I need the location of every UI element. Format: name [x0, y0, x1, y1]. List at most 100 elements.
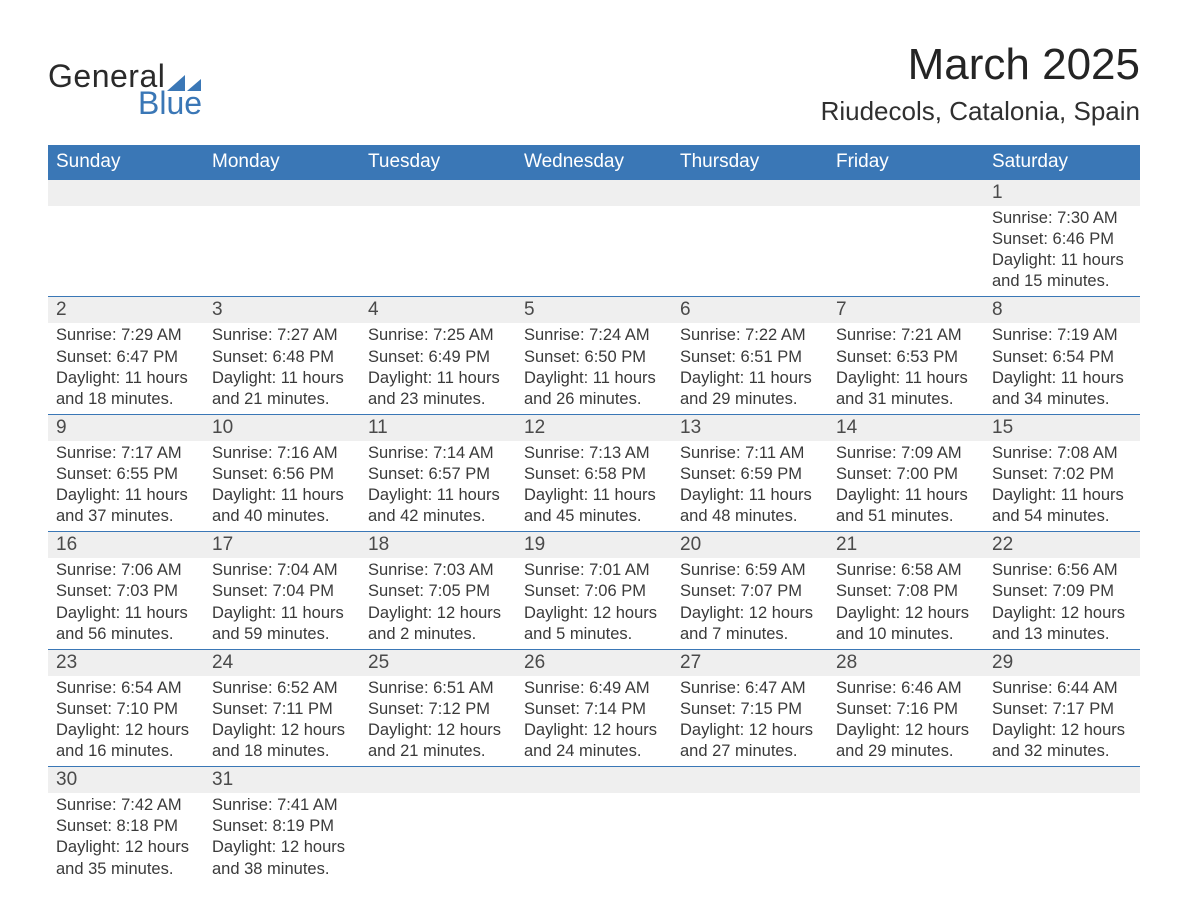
day-cell: 30Sunrise: 7:42 AMSunset: 8:18 PMDayligh…	[48, 767, 204, 884]
day-number: 15	[984, 415, 1140, 441]
day-number: 21	[828, 532, 984, 558]
daylight-line-2: and 29 minutes.	[836, 741, 976, 762]
title-block: March 2025 Riudecols, Catalonia, Spain	[821, 40, 1140, 127]
daylight-line-1: Daylight: 11 hours	[680, 485, 820, 506]
day-cell: 3Sunrise: 7:27 AMSunset: 6:48 PMDaylight…	[204, 297, 360, 414]
sunrise-line: Sunrise: 7:19 AM	[992, 325, 1132, 346]
sunrise-line: Sunrise: 7:01 AM	[524, 560, 664, 581]
sunrise-line: Sunrise: 7:22 AM	[680, 325, 820, 346]
sunrise-line: Sunrise: 7:06 AM	[56, 560, 196, 581]
day-cell: 22Sunrise: 6:56 AMSunset: 7:09 PMDayligh…	[984, 532, 1140, 649]
calendar-week-row: 9Sunrise: 7:17 AMSunset: 6:55 PMDaylight…	[48, 414, 1140, 531]
day-details: Sunrise: 6:51 AMSunset: 7:12 PMDaylight:…	[360, 676, 516, 766]
empty-cell	[360, 180, 516, 297]
empty-day-stripe	[516, 767, 672, 793]
day-details: Sunrise: 7:06 AMSunset: 7:03 PMDaylight:…	[48, 558, 204, 648]
day-details: Sunrise: 7:19 AMSunset: 6:54 PMDaylight:…	[984, 323, 1140, 413]
header: General Blue March 2025 Riudecols, Catal…	[48, 40, 1140, 127]
sunrise-line: Sunrise: 6:44 AM	[992, 678, 1132, 699]
day-number: 22	[984, 532, 1140, 558]
day-cell: 21Sunrise: 6:58 AMSunset: 7:08 PMDayligh…	[828, 532, 984, 649]
empty-cell	[516, 180, 672, 297]
empty-cell	[828, 180, 984, 297]
day-details: Sunrise: 7:41 AMSunset: 8:19 PMDaylight:…	[204, 793, 360, 883]
empty-cell	[828, 767, 984, 884]
daylight-line-1: Daylight: 12 hours	[836, 720, 976, 741]
calendar-week-row: 2Sunrise: 7:29 AMSunset: 6:47 PMDaylight…	[48, 297, 1140, 414]
daylight-line-2: and 37 minutes.	[56, 506, 196, 527]
day-number: 29	[984, 650, 1140, 676]
day-number: 11	[360, 415, 516, 441]
daylight-line-2: and 32 minutes.	[992, 741, 1132, 762]
daylight-line-2: and 48 minutes.	[680, 506, 820, 527]
day-cell: 17Sunrise: 7:04 AMSunset: 7:04 PMDayligh…	[204, 532, 360, 649]
day-cell: 24Sunrise: 6:52 AMSunset: 7:11 PMDayligh…	[204, 649, 360, 766]
day-details: Sunrise: 7:13 AMSunset: 6:58 PMDaylight:…	[516, 441, 672, 531]
daylight-line-2: and 35 minutes.	[56, 859, 196, 880]
day-cell: 5Sunrise: 7:24 AMSunset: 6:50 PMDaylight…	[516, 297, 672, 414]
daylight-line-1: Daylight: 12 hours	[992, 720, 1132, 741]
daylight-line-1: Daylight: 11 hours	[680, 368, 820, 389]
daylight-line-1: Daylight: 12 hours	[368, 720, 508, 741]
day-number: 17	[204, 532, 360, 558]
sunrise-line: Sunrise: 7:16 AM	[212, 443, 352, 464]
daylight-line-1: Daylight: 12 hours	[212, 720, 352, 741]
daylight-line-2: and 7 minutes.	[680, 624, 820, 645]
day-number: 10	[204, 415, 360, 441]
day-details: Sunrise: 7:42 AMSunset: 8:18 PMDaylight:…	[48, 793, 204, 883]
day-details: Sunrise: 7:22 AMSunset: 6:51 PMDaylight:…	[672, 323, 828, 413]
day-cell: 8Sunrise: 7:19 AMSunset: 6:54 PMDaylight…	[984, 297, 1140, 414]
sunrise-line: Sunrise: 7:09 AM	[836, 443, 976, 464]
day-cell: 28Sunrise: 6:46 AMSunset: 7:16 PMDayligh…	[828, 649, 984, 766]
daylight-line-2: and 18 minutes.	[56, 389, 196, 410]
day-details: Sunrise: 6:49 AMSunset: 7:14 PMDaylight:…	[516, 676, 672, 766]
sunrise-line: Sunrise: 7:08 AM	[992, 443, 1132, 464]
weekday-header: Tuesday	[360, 145, 516, 180]
day-cell: 20Sunrise: 6:59 AMSunset: 7:07 PMDayligh…	[672, 532, 828, 649]
daylight-line-1: Daylight: 11 hours	[836, 368, 976, 389]
day-number: 25	[360, 650, 516, 676]
day-cell: 10Sunrise: 7:16 AMSunset: 6:56 PMDayligh…	[204, 414, 360, 531]
page-title: March 2025	[821, 40, 1140, 90]
day-cell: 18Sunrise: 7:03 AMSunset: 7:05 PMDayligh…	[360, 532, 516, 649]
daylight-line-2: and 31 minutes.	[836, 389, 976, 410]
day-details: Sunrise: 7:03 AMSunset: 7:05 PMDaylight:…	[360, 558, 516, 648]
sunrise-line: Sunrise: 7:04 AM	[212, 560, 352, 581]
location-text: Riudecols, Catalonia, Spain	[821, 96, 1140, 127]
sunset-line: Sunset: 7:06 PM	[524, 581, 664, 602]
empty-day-stripe	[360, 767, 516, 793]
daylight-line-1: Daylight: 12 hours	[524, 720, 664, 741]
day-cell: 11Sunrise: 7:14 AMSunset: 6:57 PMDayligh…	[360, 414, 516, 531]
day-cell: 15Sunrise: 7:08 AMSunset: 7:02 PMDayligh…	[984, 414, 1140, 531]
sunrise-line: Sunrise: 7:17 AM	[56, 443, 196, 464]
day-details: Sunrise: 6:54 AMSunset: 7:10 PMDaylight:…	[48, 676, 204, 766]
sunrise-line: Sunrise: 6:46 AM	[836, 678, 976, 699]
sunset-line: Sunset: 6:49 PM	[368, 347, 508, 368]
daylight-line-1: Daylight: 12 hours	[992, 603, 1132, 624]
day-number: 27	[672, 650, 828, 676]
sunset-line: Sunset: 6:58 PM	[524, 464, 664, 485]
day-details: Sunrise: 7:30 AMSunset: 6:46 PMDaylight:…	[984, 206, 1140, 296]
sunrise-line: Sunrise: 7:25 AM	[368, 325, 508, 346]
daylight-line-2: and 5 minutes.	[524, 624, 664, 645]
calendar-table: SundayMondayTuesdayWednesdayThursdayFrid…	[48, 145, 1140, 884]
sunset-line: Sunset: 6:50 PM	[524, 347, 664, 368]
daylight-line-1: Daylight: 12 hours	[56, 720, 196, 741]
day-details: Sunrise: 7:08 AMSunset: 7:02 PMDaylight:…	[984, 441, 1140, 531]
sunset-line: Sunset: 6:47 PM	[56, 347, 196, 368]
daylight-line-2: and 56 minutes.	[56, 624, 196, 645]
day-cell: 31Sunrise: 7:41 AMSunset: 8:19 PMDayligh…	[204, 767, 360, 884]
day-cell: 23Sunrise: 6:54 AMSunset: 7:10 PMDayligh…	[48, 649, 204, 766]
sunrise-line: Sunrise: 6:49 AM	[524, 678, 664, 699]
sunrise-line: Sunrise: 7:30 AM	[992, 208, 1132, 229]
day-details: Sunrise: 6:46 AMSunset: 7:16 PMDaylight:…	[828, 676, 984, 766]
daylight-line-2: and 13 minutes.	[992, 624, 1132, 645]
day-cell: 12Sunrise: 7:13 AMSunset: 6:58 PMDayligh…	[516, 414, 672, 531]
day-number: 12	[516, 415, 672, 441]
sunset-line: Sunset: 7:09 PM	[992, 581, 1132, 602]
daylight-line-1: Daylight: 11 hours	[212, 603, 352, 624]
daylight-line-1: Daylight: 11 hours	[56, 485, 196, 506]
sunrise-line: Sunrise: 7:03 AM	[368, 560, 508, 581]
sunrise-line: Sunrise: 7:27 AM	[212, 325, 352, 346]
sunset-line: Sunset: 6:55 PM	[56, 464, 196, 485]
